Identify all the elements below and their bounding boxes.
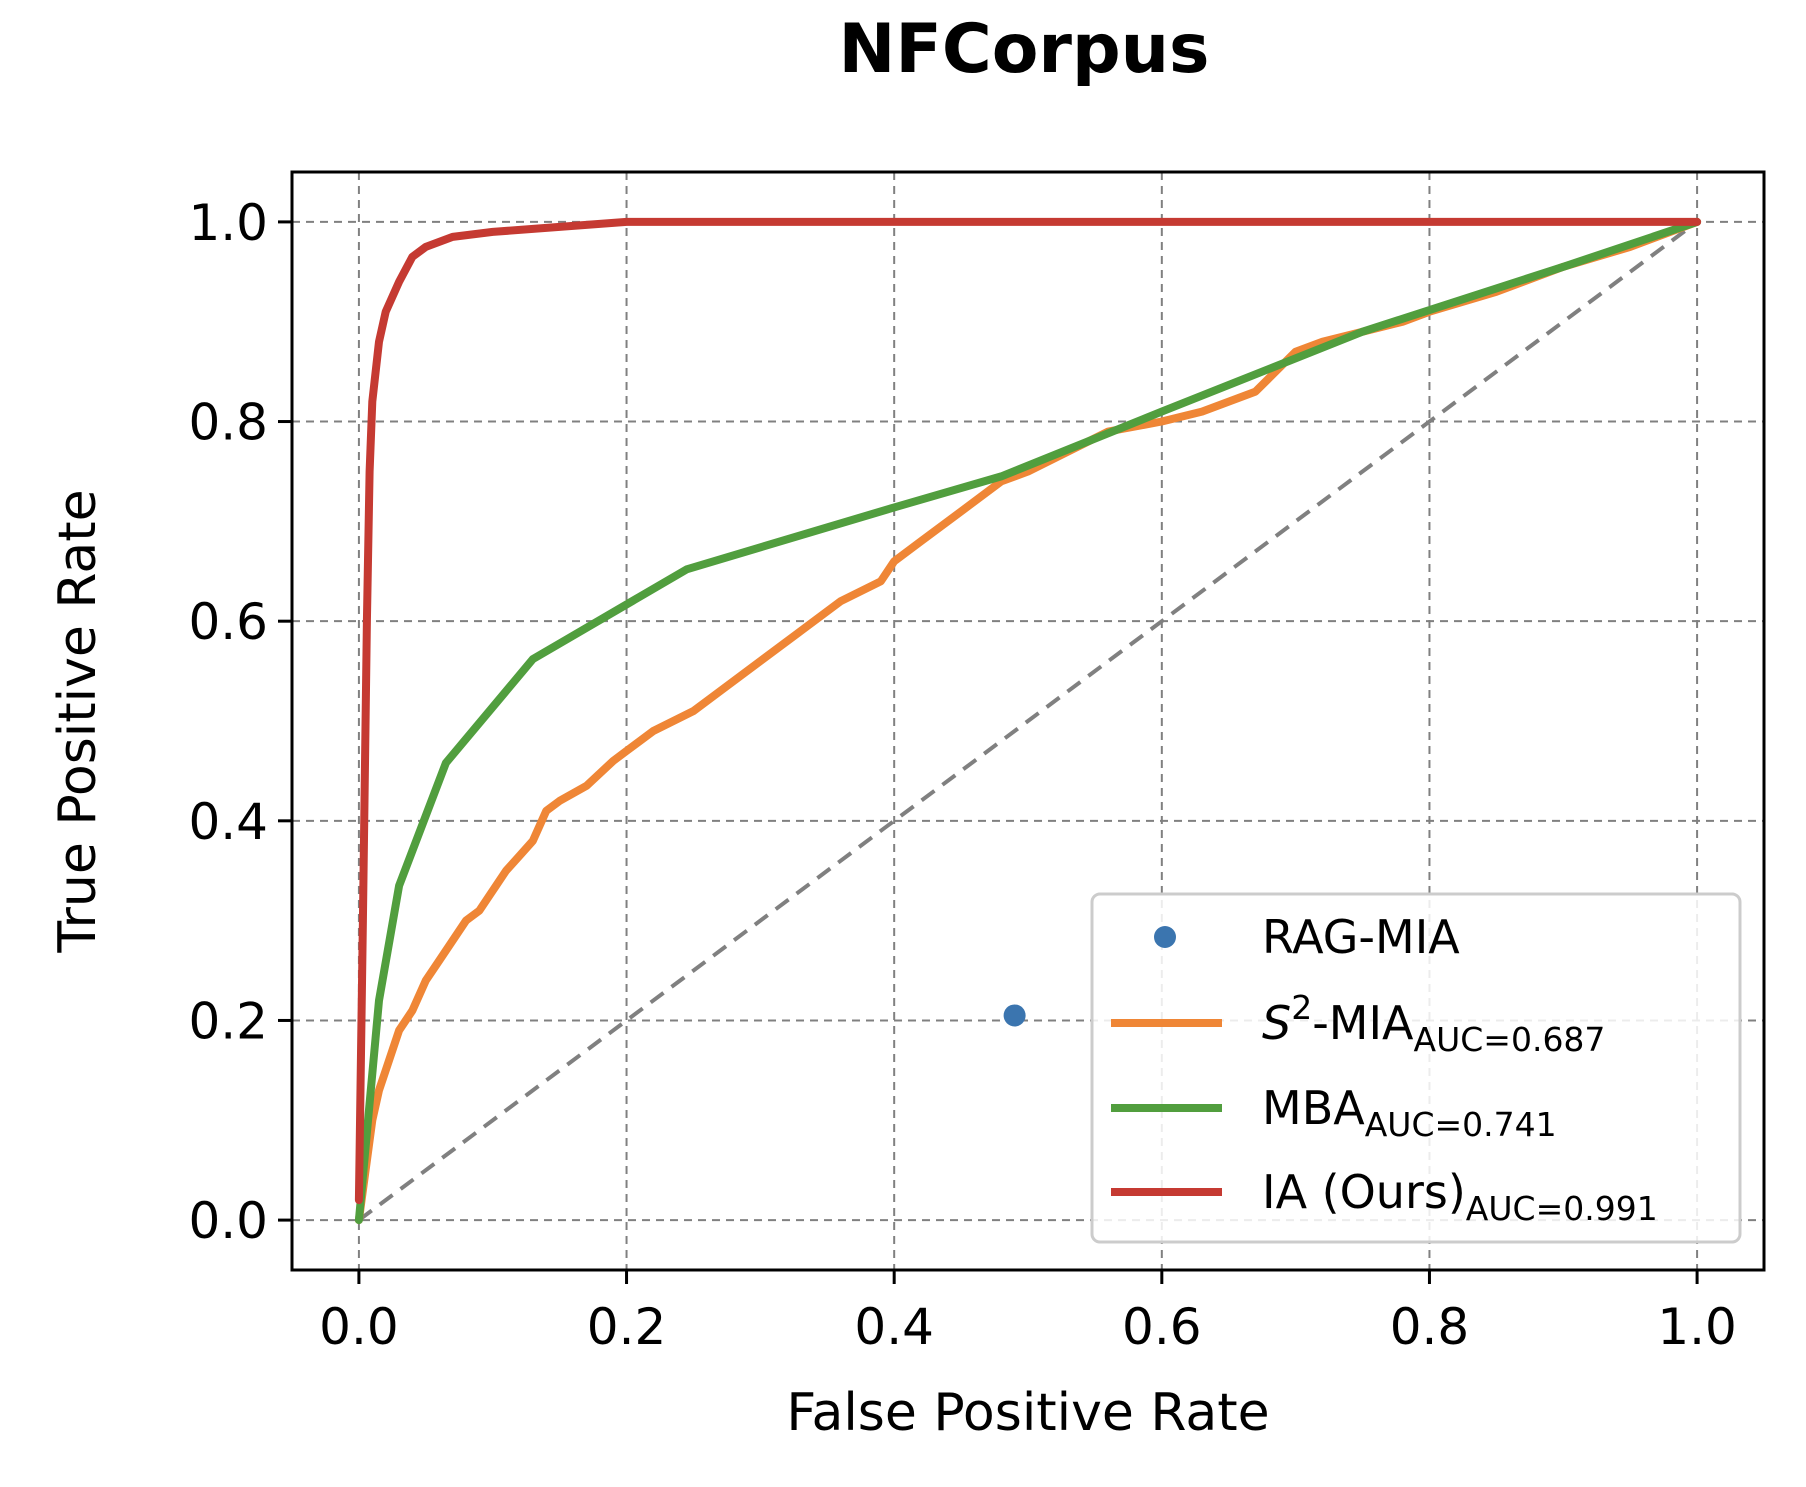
legend-auc-subscript: AUC=0.991	[1466, 1189, 1658, 1228]
legend-auc-subscript: AUC=0.687	[1414, 1020, 1606, 1059]
y-axis-label: True Positive Rate	[48, 489, 108, 953]
x-tick-label: 0.8	[1390, 1298, 1470, 1356]
x-axis-label: False Positive Rate	[786, 1383, 1269, 1443]
legend-series-name: MBA	[1262, 1081, 1365, 1135]
x-tick-label: 0.2	[587, 1298, 667, 1356]
x-tick-label: 1.0	[1657, 1298, 1737, 1356]
ia-ours-line	[354, 217, 1702, 1205]
y-tick-label: 1.0	[188, 194, 268, 252]
legend-series-suffix: -MIA	[1312, 996, 1414, 1050]
legend-label: MBAAUC=0.741	[1262, 1081, 1557, 1144]
legend-label: S2-MIAAUC=0.687	[1262, 988, 1605, 1059]
legend-box	[1090, 892, 1742, 1244]
legend-series-name: IA (Ours)	[1262, 1165, 1466, 1219]
x-tick-label: 0.4	[854, 1298, 934, 1356]
ticks: 0.0 0.2 0.4 0.6 0.8 1.0 0.0 0.2 0.4 0.6 0.8 1.0	[188, 194, 1736, 1356]
x-tick-label: 0.0	[319, 1298, 399, 1356]
y-tick-label: 0.0	[188, 1192, 268, 1250]
legend-series-name: S	[1262, 996, 1291, 1050]
plot-frame	[290, 170, 1766, 1272]
legend-label: RAG-MIA	[1262, 910, 1460, 964]
legend-label: IA (Ours)AUC=0.991	[1262, 1165, 1658, 1228]
diagonal-reference-line	[357, 220, 1699, 1222]
legend-superscript: 2	[1291, 988, 1312, 1027]
mba-line	[354, 217, 1702, 1225]
legend-marker-rag-mia	[1154, 926, 1176, 948]
s-line	[354, 217, 1702, 1225]
y-tick-label: 0.8	[188, 394, 268, 452]
rag-mia-point	[1003, 1004, 1026, 1027]
legend: RAG-MIA S2-MIAAUC=0.687 MBAAUC=0.741 IA (Ou…	[1090, 892, 1742, 1244]
y-tick-label: 0.2	[188, 992, 268, 1050]
y-tick-label: 0.4	[188, 793, 268, 851]
legend-auc-subscript: AUC=0.741	[1365, 1105, 1557, 1144]
x-tick-label: 0.6	[1122, 1298, 1202, 1356]
chart-title: NFCorpus	[838, 10, 1209, 89]
y-tick-label: 0.6	[188, 593, 268, 651]
legend-series-name: RAG-MIA	[1262, 910, 1460, 964]
series-group	[354, 217, 1702, 1225]
